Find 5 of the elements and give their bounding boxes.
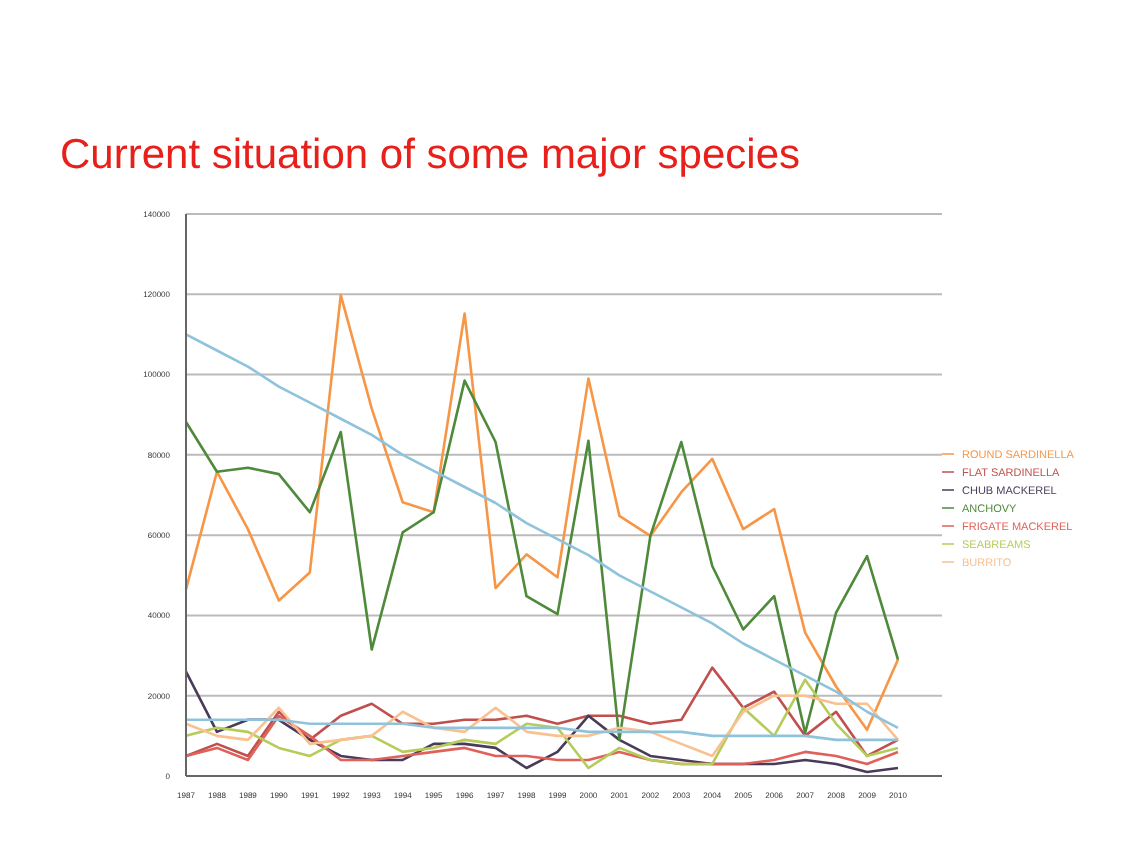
line-series: [184, 694, 900, 758]
line-series: [184, 666, 900, 758]
line-series: [184, 714, 900, 766]
chart-title: Current situation of some major species: [60, 132, 800, 180]
line-series: [184, 718, 900, 742]
